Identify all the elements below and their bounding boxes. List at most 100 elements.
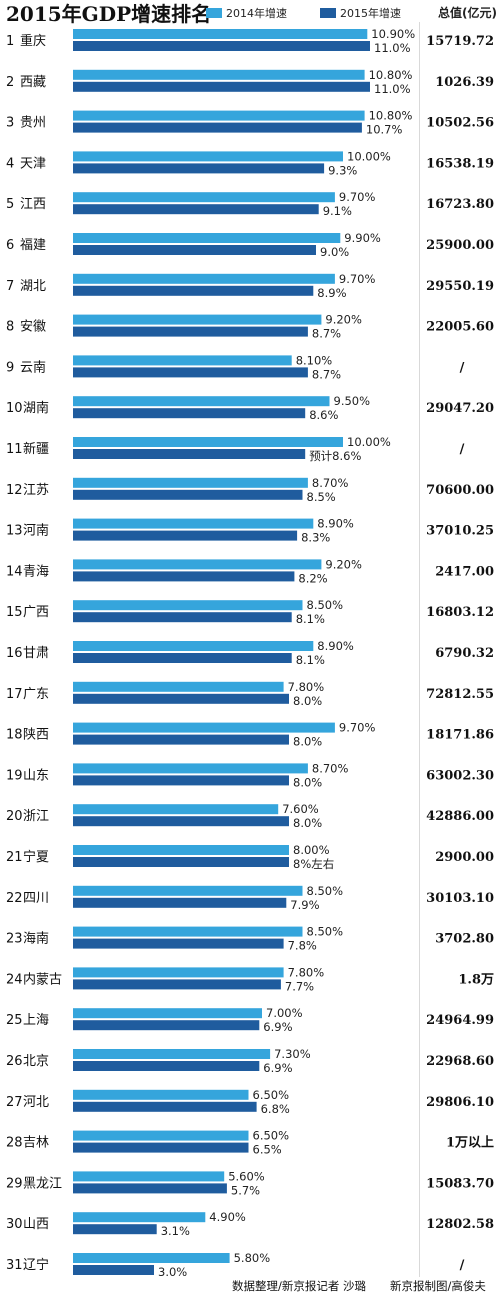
- data-label-2015: 7.8%: [288, 939, 317, 953]
- row-total: 37010.25: [426, 524, 494, 539]
- bar-2014: [73, 804, 279, 815]
- data-label-2015: 预计8.6%: [309, 449, 361, 463]
- row-rank: 18: [6, 728, 23, 743]
- row-rank: 28: [6, 1136, 23, 1151]
- bar-2014: [73, 314, 322, 325]
- row-province: 四川: [23, 891, 49, 906]
- row-rank: 21: [6, 850, 23, 865]
- row-province: 江西: [20, 197, 46, 212]
- bar-2015: [73, 1061, 260, 1071]
- row-total: 72812.55: [426, 687, 494, 702]
- row-province: 内蒙古: [23, 971, 62, 987]
- bar-2015: [73, 1265, 154, 1275]
- row-rank: 30: [6, 1217, 23, 1232]
- data-label-2015: 8.9%: [317, 286, 346, 300]
- row-total: 6790.32: [435, 646, 494, 661]
- bar-2014: [73, 600, 303, 611]
- data-label-2014: 6.50%: [253, 1088, 290, 1102]
- row-province: 辽宁: [23, 1257, 49, 1273]
- row-total: 1026.39: [435, 75, 494, 90]
- bar-2014: [73, 1130, 249, 1141]
- row-province: 浙江: [23, 809, 49, 824]
- bar-2015: [73, 938, 284, 949]
- row-rank: 26: [6, 1054, 23, 1069]
- row-rank: 29: [6, 1176, 23, 1191]
- credit-graphic: 新京报制图/高俊夫: [390, 1279, 486, 1293]
- bar-2014: [73, 273, 335, 284]
- data-label-2014: 9.70%: [339, 721, 376, 735]
- row-province: 湖北: [20, 279, 46, 294]
- bar-2014: [73, 559, 322, 570]
- row-province: 河北: [23, 1095, 49, 1110]
- bar-2015: [73, 653, 292, 663]
- row-rank: 20: [6, 809, 23, 824]
- data-label-2014: 8.70%: [312, 761, 349, 775]
- row-total: 70600.00: [426, 483, 494, 498]
- bar-2014: [73, 437, 343, 447]
- data-label-2014: 7.30%: [274, 1047, 311, 1061]
- row-province: 青海: [23, 564, 49, 579]
- data-label-2014: 8.00%: [293, 843, 330, 857]
- bar-2014: [73, 151, 343, 162]
- bar-2015: [73, 693, 289, 704]
- row-total: /: [460, 360, 465, 375]
- bar-2014: [73, 1049, 271, 1059]
- data-label-2014: 9.70%: [339, 272, 376, 286]
- row-rank: 15: [6, 605, 23, 620]
- row-rank: 5: [6, 197, 14, 212]
- bar-2015: [73, 816, 289, 827]
- data-label-2014: 8.70%: [312, 476, 349, 490]
- data-label-2015: 6.9%: [263, 1020, 292, 1034]
- row-province: 湖南: [23, 400, 49, 416]
- data-label-2015: 8.3%: [301, 531, 330, 545]
- data-label-2015: 6.9%: [263, 1061, 292, 1075]
- bar-2014: [73, 396, 330, 407]
- row-total: 16723.80: [426, 197, 494, 212]
- bar-2015: [73, 1020, 260, 1031]
- row-rank: 16: [6, 646, 23, 661]
- data-label-2015: 7.9%: [290, 898, 319, 912]
- row-rank: 31: [6, 1258, 23, 1273]
- bar-2014: [73, 355, 292, 366]
- row-province: 甘肃: [23, 646, 49, 661]
- row-province: 上海: [23, 1013, 49, 1028]
- data-label-2014: 8.50%: [307, 884, 344, 898]
- bar-2014: [73, 1008, 262, 1019]
- row-province: 山西: [23, 1217, 49, 1232]
- data-label-2014: 10.80%: [369, 68, 413, 82]
- data-label-2015: 3.0%: [158, 1265, 187, 1279]
- data-label-2015: 11.0%: [374, 41, 411, 55]
- data-label-2015: 8.0%: [293, 816, 322, 830]
- row-province: 陕西: [23, 728, 49, 743]
- legend-2015: 2015年增速: [320, 5, 401, 21]
- bar-2015: [73, 897, 287, 908]
- row-rank: 22: [6, 891, 23, 906]
- bar-2014: [73, 967, 284, 978]
- data-label-2014: 10.00%: [347, 435, 391, 449]
- data-label-2015: 8.7%: [312, 327, 341, 341]
- row-province: 西藏: [20, 75, 46, 90]
- data-label-2014: 10.80%: [369, 109, 413, 123]
- row-rank: 13: [6, 524, 23, 539]
- bar-2015: [73, 1183, 227, 1194]
- data-label-2014: 5.60%: [228, 1169, 265, 1183]
- row-total: 2417.00: [435, 564, 494, 579]
- bar-2015: [73, 285, 314, 296]
- data-label-2015: 11.0%: [374, 82, 411, 96]
- bar-2015: [73, 571, 295, 582]
- bar-2014: [73, 926, 303, 937]
- legend-2014: 2014年增速: [206, 5, 287, 21]
- row-total: 3702.80: [435, 932, 494, 947]
- row-rank: 8: [6, 320, 14, 335]
- bar-2015: [73, 122, 362, 133]
- bar-2014: [73, 763, 308, 774]
- bar-2015: [73, 367, 308, 378]
- row-rank: 9: [6, 360, 14, 375]
- bar-2014: [73, 518, 314, 529]
- row-province: 贵州: [20, 116, 46, 131]
- row-total: 22005.60: [426, 320, 494, 335]
- data-label-2014: 8.50%: [307, 925, 344, 939]
- data-label-2015: 10.7%: [366, 123, 403, 137]
- row-province: 广东: [23, 687, 49, 702]
